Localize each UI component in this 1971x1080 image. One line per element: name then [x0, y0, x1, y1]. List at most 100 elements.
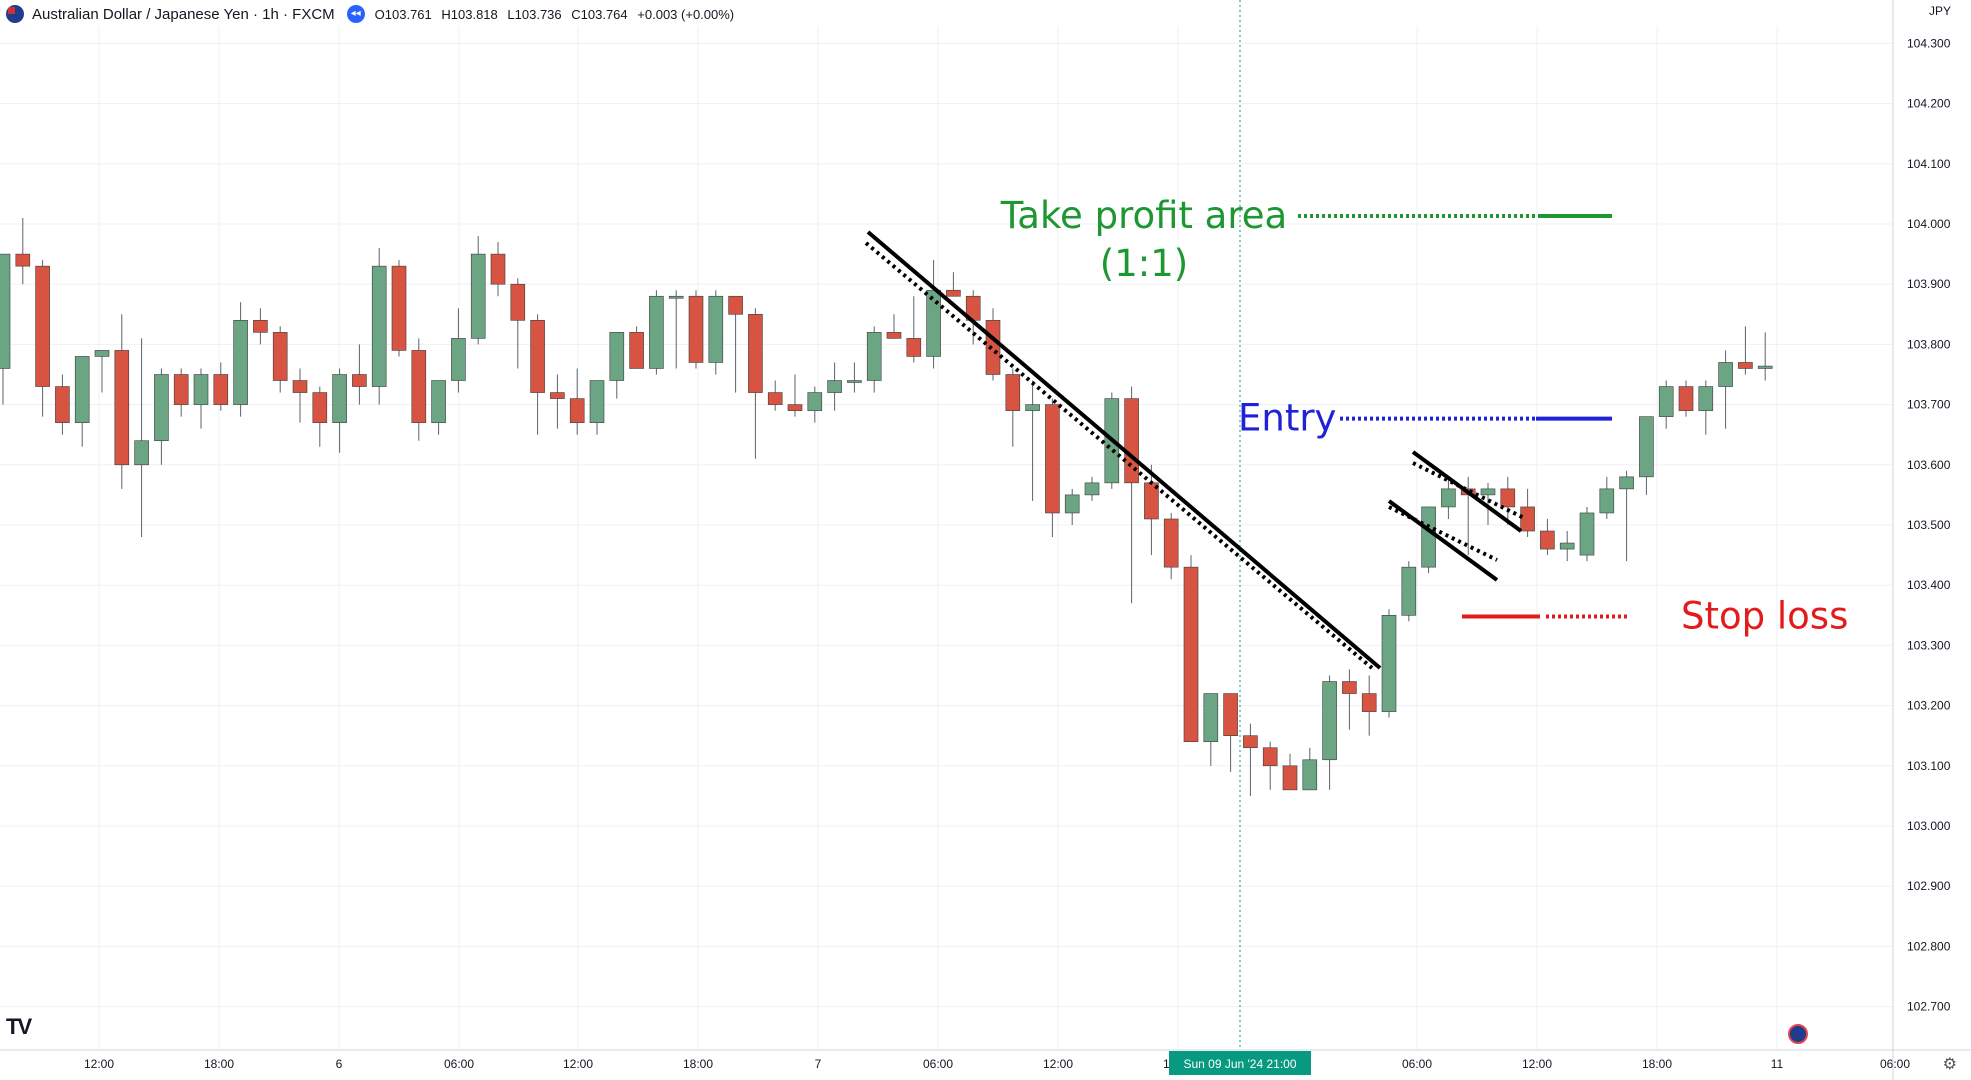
candle-down — [530, 320, 545, 393]
tradingview-logo-icon[interactable]: TV — [6, 1014, 32, 1039]
candle-down — [1500, 488, 1516, 508]
candle-down — [312, 392, 328, 423]
candle-up — [1322, 681, 1337, 761]
candle-up — [866, 332, 882, 381]
candle-up — [134, 440, 149, 466]
candle-down — [1183, 566, 1199, 743]
candle-up — [668, 295, 684, 299]
x-tick-label: 06:00 — [1402, 1057, 1432, 1071]
candle-down — [946, 289, 961, 297]
candle-down — [1223, 693, 1238, 736]
candle-down — [767, 392, 783, 405]
symbol-title[interactable]: Australian Dollar / Japanese Yen · 1h · … — [32, 5, 335, 23]
candle-up — [1658, 386, 1674, 417]
candle-down — [1262, 747, 1278, 767]
close-value: C103.764 — [571, 6, 628, 22]
candle-down — [1540, 530, 1555, 550]
candle-up — [827, 380, 842, 393]
y-tick-label: 103.100 — [1907, 759, 1951, 773]
country-event-icon[interactable] — [1788, 1024, 1808, 1044]
x-tick-label: 18:00 — [1642, 1057, 1672, 1071]
x-tick-label: 6 — [336, 1057, 343, 1071]
y-tick-label: 103.600 — [1907, 458, 1951, 472]
y-tick-label: 103.400 — [1907, 578, 1951, 592]
y-tick-label: 104.000 — [1907, 217, 1951, 231]
currency-flag-icon — [6, 5, 24, 23]
ohlc-values: O103.761 H103.818 L103.736 C103.764 +0.0… — [375, 7, 740, 22]
flag-upper-solid — [1411, 450, 1523, 533]
candle-up — [0, 253, 11, 369]
y-tick-label: 103.900 — [1907, 277, 1951, 291]
candle-down — [1342, 681, 1357, 694]
candle-up — [609, 332, 625, 381]
candle-up — [1381, 614, 1397, 712]
market-status-icon[interactable]: ◂◂ — [346, 5, 365, 23]
trend-line-dotted — [864, 241, 1374, 670]
candle-up — [807, 392, 823, 411]
x-tick-label: 06:00 — [444, 1057, 474, 1071]
candle-down — [55, 386, 70, 423]
candle-down — [272, 332, 288, 381]
candle-down — [391, 265, 407, 351]
candle-down — [15, 253, 31, 267]
candle-up — [1441, 488, 1456, 508]
candle-up — [1718, 362, 1733, 387]
entry-label: Entry — [1238, 397, 1336, 440]
stop-loss-label: Stop loss — [1681, 595, 1848, 638]
candle-up — [1401, 566, 1417, 616]
candle-up — [1639, 416, 1654, 478]
candle-up — [1025, 404, 1040, 411]
take-profit-ratio: (1:1) — [1100, 242, 1188, 285]
candle-down — [1282, 765, 1298, 791]
x-tick-label: 12:00 — [1043, 1057, 1073, 1071]
candle-down — [688, 295, 704, 363]
y-tick-label: 102.700 — [1907, 1000, 1951, 1014]
candle-up — [708, 295, 724, 363]
currency-label[interactable]: JPY — [1928, 4, 1951, 18]
y-tick-label: 102.800 — [1907, 939, 1951, 953]
low-value: L103.736 — [507, 6, 562, 22]
drawings: Take profit area (1:1) Entry Stop loss — [864, 0, 1848, 1050]
candle-down — [569, 398, 585, 423]
grid — [0, 26, 1893, 1050]
candle-down — [985, 320, 1001, 375]
candle-up — [74, 356, 90, 423]
candle-up — [847, 380, 862, 383]
candle-up — [926, 289, 941, 357]
x-tick-label: 18:00 — [683, 1057, 713, 1071]
candle-down — [35, 265, 50, 387]
candle-down — [906, 338, 922, 357]
candle-down — [114, 350, 130, 466]
candle-up — [1619, 476, 1634, 490]
x-tick-label: 06:00 — [1880, 1057, 1910, 1071]
candle-down — [748, 313, 763, 393]
y-tick-label: 103.200 — [1907, 699, 1951, 713]
candle-down — [1045, 404, 1060, 514]
settings-gear-icon[interactable]: ⚙ — [1942, 1056, 1957, 1073]
candle-up — [193, 374, 209, 405]
x-tick-label: 12:00 — [1522, 1057, 1552, 1071]
candles — [0, 217, 1773, 796]
candle-down — [253, 320, 268, 333]
candle-down — [1124, 398, 1139, 484]
candle-down — [629, 332, 644, 369]
y-tick-label: 104.300 — [1907, 36, 1951, 50]
candle-up — [1559, 542, 1575, 550]
candle-up — [1757, 365, 1773, 369]
y-tick-label: 103.300 — [1907, 638, 1951, 652]
candle-up — [1599, 488, 1615, 514]
flag-lower-dotted — [1388, 505, 1498, 562]
candle-up — [589, 380, 605, 423]
crosshair-time-box — [1169, 1051, 1311, 1075]
candle-down — [1361, 693, 1377, 712]
candle-up — [1064, 494, 1080, 514]
candle-down — [510, 283, 526, 321]
change-value: +0.003 (+0.00%) — [637, 6, 735, 22]
y-tick-label: 103.500 — [1907, 518, 1951, 532]
crosshair-time-label: Sun 09 Jun '24 21:00 — [1183, 1057, 1296, 1071]
candle-down — [490, 253, 506, 285]
x-tick-label: 12:00 — [84, 1057, 114, 1071]
candle-up — [371, 265, 387, 387]
